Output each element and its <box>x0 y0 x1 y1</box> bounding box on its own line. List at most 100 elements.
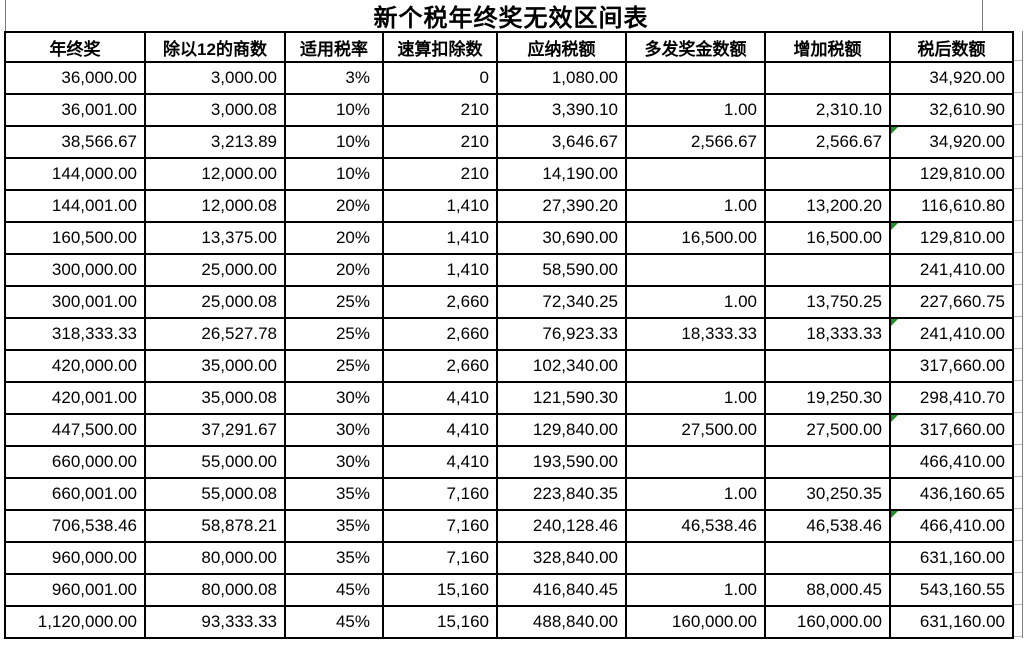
cell-after-tax-amount[interactable]: 543,160.55 <box>889 573 1014 607</box>
cell-tax-payable[interactable]: 193,590.00 <box>496 445 627 479</box>
cell-tax-payable[interactable]: 102,340.00 <box>496 349 627 383</box>
cell-after-tax-amount[interactable]: 241,410.00 <box>889 317 1014 351</box>
cell-after-tax-amount[interactable]: 32,610.90 <box>889 93 1014 127</box>
cell-after-tax-amount[interactable]: 129,810.00 <box>889 157 1014 191</box>
cell-added-tax[interactable] <box>764 253 891 287</box>
cell-extra-bonus-amount[interactable] <box>625 349 766 383</box>
cell-added-tax[interactable]: 27,500.00 <box>764 413 891 447</box>
cell-after-tax-amount[interactable]: 317,660.00 <box>889 413 1014 447</box>
cell-tax-payable[interactable]: 328,840.00 <box>496 541 627 575</box>
cell-quick-deduction[interactable]: 1,410 <box>382 253 498 287</box>
cell-quick-deduction[interactable]: 0 <box>382 61 498 95</box>
cell-quick-deduction[interactable]: 4,410 <box>382 413 498 447</box>
cell-added-tax[interactable]: 46,538.46 <box>764 509 891 543</box>
cell-tax-rate[interactable]: 30% <box>284 381 384 415</box>
cell-quotient-div-12[interactable]: 55,000.00 <box>144 445 286 479</box>
cell-after-tax-amount[interactable]: 241,410.00 <box>889 253 1014 287</box>
cell-added-tax[interactable]: 2,566.67 <box>764 125 891 159</box>
cell-year-end-bonus[interactable]: 660,000.00 <box>4 445 146 479</box>
cell-tax-payable[interactable]: 58,590.00 <box>496 253 627 287</box>
cell-added-tax[interactable]: 160,000.00 <box>764 605 891 639</box>
cell-year-end-bonus[interactable]: 144,001.00 <box>4 189 146 223</box>
cell-extra-bonus-amount[interactable] <box>625 157 766 191</box>
header-extra-bonus-amount[interactable]: 多发奖金数额 <box>625 31 766 63</box>
cell-quotient-div-12[interactable]: 3,000.00 <box>144 61 286 95</box>
header-tax-payable[interactable]: 应纳税额 <box>496 31 627 63</box>
cell-tax-payable[interactable]: 223,840.35 <box>496 477 627 511</box>
cell-quick-deduction[interactable]: 2,660 <box>382 317 498 351</box>
cell-added-tax[interactable] <box>764 157 891 191</box>
cell-quotient-div-12[interactable]: 12,000.00 <box>144 157 286 191</box>
cell-tax-payable[interactable]: 129,840.00 <box>496 413 627 447</box>
cell-after-tax-amount[interactable]: 116,610.80 <box>889 189 1014 223</box>
cell-after-tax-amount[interactable]: 227,660.75 <box>889 285 1014 319</box>
cell-tax-rate[interactable]: 20% <box>284 189 384 223</box>
cell-year-end-bonus[interactable]: 36,000.00 <box>4 61 146 95</box>
cell-quotient-div-12[interactable]: 3,213.89 <box>144 125 286 159</box>
cell-tax-rate[interactable]: 25% <box>284 285 384 319</box>
cell-tax-rate[interactable]: 45% <box>284 605 384 639</box>
header-added-tax[interactable]: 增加税额 <box>764 31 891 63</box>
cell-year-end-bonus[interactable]: 1,120,000.00 <box>4 605 146 639</box>
cell-extra-bonus-amount[interactable]: 27,500.00 <box>625 413 766 447</box>
cell-quick-deduction[interactable]: 15,160 <box>382 605 498 639</box>
cell-tax-payable[interactable]: 121,590.30 <box>496 381 627 415</box>
cell-added-tax[interactable]: 30,250.35 <box>764 477 891 511</box>
cell-tax-rate[interactable]: 20% <box>284 253 384 287</box>
cell-added-tax[interactable] <box>764 541 891 575</box>
cell-quotient-div-12[interactable]: 25,000.08 <box>144 285 286 319</box>
cell-quick-deduction[interactable]: 2,660 <box>382 285 498 319</box>
cell-after-tax-amount[interactable]: 317,660.00 <box>889 349 1014 383</box>
cell-after-tax-amount[interactable]: 34,920.00 <box>889 125 1014 159</box>
cell-after-tax-amount[interactable]: 298,410.70 <box>889 381 1014 415</box>
cell-year-end-bonus[interactable]: 660,001.00 <box>4 477 146 511</box>
cell-year-end-bonus[interactable]: 300,001.00 <box>4 285 146 319</box>
cell-tax-payable[interactable]: 416,840.45 <box>496 573 627 607</box>
cell-year-end-bonus[interactable]: 706,538.46 <box>4 509 146 543</box>
cell-tax-payable[interactable]: 72,340.25 <box>496 285 627 319</box>
cell-extra-bonus-amount[interactable]: 1.00 <box>625 477 766 511</box>
header-after-tax-amount[interactable]: 税后数额 <box>889 31 1014 63</box>
cell-year-end-bonus[interactable]: 160,500.00 <box>4 221 146 255</box>
cell-extra-bonus-amount[interactable] <box>625 541 766 575</box>
cell-quotient-div-12[interactable]: 55,000.08 <box>144 477 286 511</box>
cell-quick-deduction[interactable]: 4,410 <box>382 445 498 479</box>
cell-extra-bonus-amount[interactable]: 2,566.67 <box>625 125 766 159</box>
cell-quotient-div-12[interactable]: 93,333.33 <box>144 605 286 639</box>
cell-tax-payable[interactable]: 488,840.00 <box>496 605 627 639</box>
cell-tax-rate[interactable]: 10% <box>284 157 384 191</box>
cell-tax-payable[interactable]: 240,128.46 <box>496 509 627 543</box>
cell-year-end-bonus[interactable]: 38,566.67 <box>4 125 146 159</box>
cell-tax-payable[interactable]: 14,190.00 <box>496 157 627 191</box>
cell-tax-rate[interactable]: 3% <box>284 61 384 95</box>
cell-extra-bonus-amount[interactable] <box>625 253 766 287</box>
cell-year-end-bonus[interactable]: 960,000.00 <box>4 541 146 575</box>
cell-quick-deduction[interactable]: 210 <box>382 157 498 191</box>
cell-extra-bonus-amount[interactable]: 1.00 <box>625 93 766 127</box>
cell-extra-bonus-amount[interactable]: 1.00 <box>625 573 766 607</box>
cell-year-end-bonus[interactable]: 420,000.00 <box>4 349 146 383</box>
cell-extra-bonus-amount[interactable]: 16,500.00 <box>625 221 766 255</box>
cell-tax-rate[interactable]: 30% <box>284 445 384 479</box>
cell-quotient-div-12[interactable]: 13,375.00 <box>144 221 286 255</box>
cell-quotient-div-12[interactable]: 37,291.67 <box>144 413 286 447</box>
cell-quick-deduction[interactable]: 7,160 <box>382 541 498 575</box>
cell-tax-rate[interactable]: 10% <box>284 125 384 159</box>
cell-quotient-div-12[interactable]: 3,000.08 <box>144 93 286 127</box>
cell-extra-bonus-amount[interactable]: 46,538.46 <box>625 509 766 543</box>
cell-extra-bonus-amount[interactable] <box>625 61 766 95</box>
cell-year-end-bonus[interactable]: 36,001.00 <box>4 93 146 127</box>
cell-extra-bonus-amount[interactable] <box>625 445 766 479</box>
cell-quotient-div-12[interactable]: 80,000.00 <box>144 541 286 575</box>
cell-extra-bonus-amount[interactable]: 1.00 <box>625 285 766 319</box>
cell-added-tax[interactable] <box>764 349 891 383</box>
cell-quick-deduction[interactable]: 7,160 <box>382 509 498 543</box>
cell-quotient-div-12[interactable]: 35,000.00 <box>144 349 286 383</box>
cell-quick-deduction[interactable]: 7,160 <box>382 477 498 511</box>
cell-added-tax[interactable] <box>764 61 891 95</box>
header-tax-rate[interactable]: 适用税率 <box>284 31 384 63</box>
cell-quotient-div-12[interactable]: 35,000.08 <box>144 381 286 415</box>
cell-added-tax[interactable]: 13,200.20 <box>764 189 891 223</box>
cell-after-tax-amount[interactable]: 129,810.00 <box>889 221 1014 255</box>
cell-extra-bonus-amount[interactable]: 1.00 <box>625 189 766 223</box>
